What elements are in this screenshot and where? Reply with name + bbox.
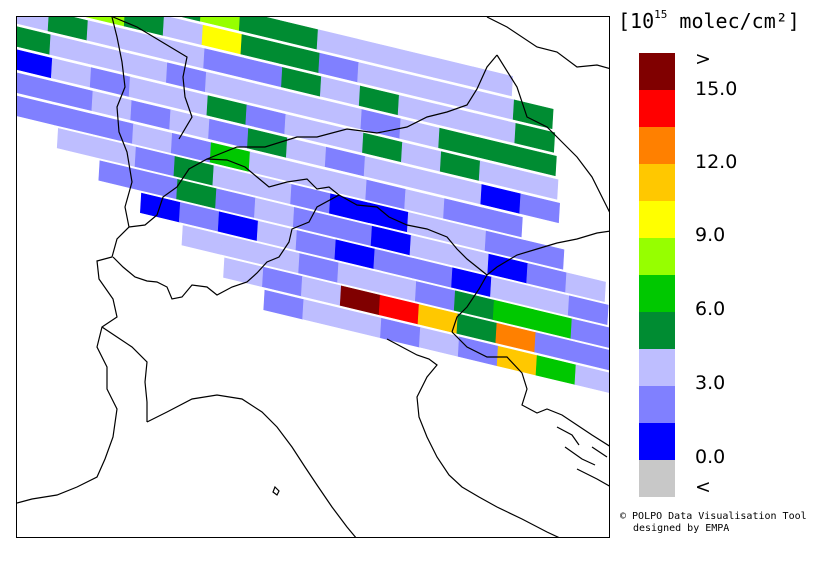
legend-tick-label: 0.0 bbox=[695, 446, 726, 468]
croatian-islands bbox=[556, 426, 609, 487]
units-text: molec/cm²] bbox=[667, 9, 800, 33]
coast-adriatic-west bbox=[386, 338, 560, 537]
legend-tick-label: 6.0 bbox=[695, 298, 726, 320]
border-austria-east bbox=[496, 54, 609, 213]
swath-pixel bbox=[482, 207, 523, 238]
legend-swatch bbox=[639, 386, 675, 423]
swath-pixel bbox=[573, 341, 609, 371]
units-base: [10 bbox=[618, 9, 655, 33]
swath-pixel bbox=[565, 272, 606, 303]
legend-tick-label: 15.0 bbox=[695, 78, 738, 100]
border-germany-north bbox=[112, 17, 193, 140]
border-slovenia bbox=[486, 230, 609, 276]
border-italy-france-south bbox=[101, 326, 148, 422]
units-label: [1015 molec/cm²] bbox=[618, 8, 800, 33]
coast-ligurian bbox=[146, 394, 357, 537]
legend-tick-label: 12.0 bbox=[695, 151, 738, 173]
legend-swatch bbox=[639, 53, 675, 90]
swath-pixel bbox=[514, 123, 556, 153]
border-czech bbox=[486, 17, 609, 70]
legend-swatch bbox=[639, 275, 675, 312]
swath-pixel bbox=[519, 193, 560, 224]
legend-swatch bbox=[639, 90, 675, 127]
legend-tick-label: > bbox=[695, 48, 711, 70]
border-austria-italy bbox=[338, 194, 488, 276]
country-borders bbox=[17, 17, 609, 537]
legend-tick-label: 3.0 bbox=[695, 372, 726, 394]
legend-tick-label: 9.0 bbox=[695, 224, 726, 246]
legend-tick-label: < bbox=[695, 476, 711, 498]
map-canvas bbox=[17, 17, 609, 537]
swath-pixel bbox=[472, 66, 513, 97]
legend-swatch bbox=[639, 349, 675, 386]
credit-line-2: designed by EMPA bbox=[633, 523, 730, 534]
satellite-swath bbox=[17, 17, 609, 393]
legend-swatch bbox=[639, 127, 675, 164]
legend-swatch bbox=[639, 312, 675, 349]
swath-pixel bbox=[516, 146, 557, 177]
legend-swatch bbox=[639, 423, 675, 460]
border-italy-slovenia bbox=[451, 274, 488, 333]
legend-swatch bbox=[639, 460, 675, 497]
credit-line-1: © POLPO Data Visualisation Tool bbox=[620, 511, 807, 522]
border-germany-austria bbox=[206, 54, 498, 160]
island-elba bbox=[272, 485, 280, 496]
swath-pixel bbox=[574, 364, 609, 393]
border-switzerland bbox=[112, 158, 341, 300]
units-exponent: 15 bbox=[654, 8, 668, 21]
legend-swatch bbox=[639, 238, 675, 275]
coast-istria bbox=[451, 331, 609, 447]
map-panel bbox=[16, 16, 610, 538]
border-france-switzerland bbox=[17, 17, 133, 504]
swath-pixel bbox=[567, 295, 609, 326]
legend-swatch bbox=[639, 164, 675, 201]
legend-swatch bbox=[639, 201, 675, 238]
swath-pixel bbox=[570, 318, 609, 348]
swath-pixel bbox=[517, 170, 559, 200]
